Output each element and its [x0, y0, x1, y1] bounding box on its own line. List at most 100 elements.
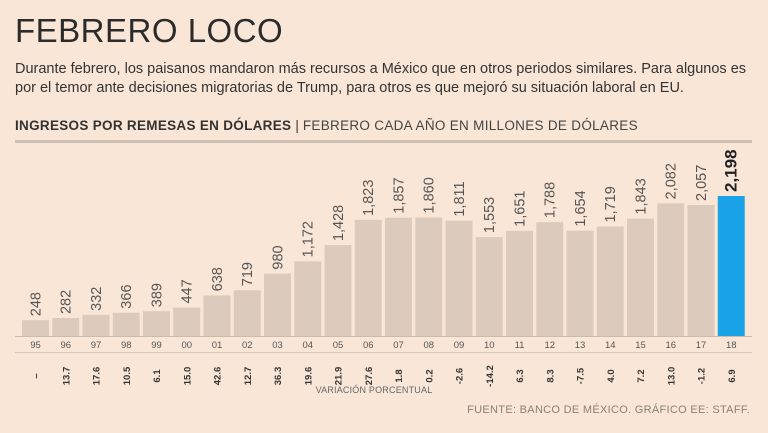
chart-header-title: INGRESOS POR REMESAS EN DÓLARES: [15, 118, 292, 133]
value-label-12: 1,788: [543, 182, 559, 218]
value-label-14: 1,719: [603, 186, 619, 222]
pct-change-caption: VARIACIÓN PORCENTUAL: [316, 385, 433, 395]
bar-06: [354, 219, 382, 336]
pct-change-label-02: 12.7: [243, 367, 254, 386]
bar-11: [506, 230, 533, 336]
bar-07: [385, 217, 412, 336]
category-label-16: 16: [665, 340, 676, 351]
category-label-01: 01: [212, 340, 223, 351]
value-label-13: 1,654: [573, 190, 589, 226]
chart-header: INGRESOS POR REMESAS EN DÓLARES | FEBRERO …: [15, 114, 752, 143]
pct-change-label-17: -1.2: [697, 368, 708, 384]
category-label-06: 06: [363, 340, 374, 351]
bar-09: [445, 220, 473, 336]
bar-13: [566, 230, 594, 336]
bar-12: [536, 222, 564, 336]
category-label-11: 11: [515, 340, 525, 351]
bar-02: [233, 290, 261, 336]
value-label-96: 282: [59, 290, 75, 314]
pct-change-label-06: 27.6: [364, 367, 375, 386]
pct-change-label-03: 36.3: [273, 367, 284, 386]
pct-change-label-96: 13.7: [61, 367, 72, 386]
pct-change-label-09: -2.6: [455, 368, 466, 384]
value-label-03: 980: [271, 245, 287, 269]
category-label-97: 97: [91, 340, 102, 351]
bar-99: [143, 311, 170, 336]
category-label-99: 99: [151, 340, 162, 351]
bar-01: [203, 295, 231, 336]
category-label-09: 09: [454, 340, 465, 351]
value-label-04: 1,172: [301, 221, 317, 257]
value-label-07: 1,857: [392, 177, 408, 213]
bar-98: [112, 312, 140, 336]
chart-header-separator: |: [295, 118, 299, 133]
value-label-99: 389: [150, 283, 166, 307]
pct-change-label-14: 4.0: [606, 369, 617, 382]
pct-change-label-10: -14.2: [485, 365, 496, 387]
bar-97: [82, 314, 110, 336]
bar-17: [687, 204, 715, 336]
category-label-17: 17: [696, 340, 707, 351]
category-label-13: 13: [575, 340, 586, 351]
category-label-98: 98: [121, 340, 132, 351]
pct-change-label-98: 10.5: [122, 366, 133, 385]
pct-change-label-97: 17.6: [92, 367, 103, 386]
pct-change-label-11: 6.3: [515, 369, 526, 382]
value-label-08: 1,860: [422, 177, 438, 213]
pct-change-label-16: 13.0: [666, 367, 677, 386]
bar-95: [22, 320, 49, 336]
pct-change-label-95: –: [31, 373, 42, 378]
bar-15: [627, 218, 654, 336]
category-label-04: 04: [302, 340, 313, 351]
pct-change-label-00: 15.0: [182, 367, 193, 386]
bar-16: [657, 203, 685, 336]
pct-change-label-01: 42.6: [213, 367, 224, 386]
value-label-97: 332: [89, 287, 105, 311]
bar-05: [324, 245, 352, 336]
pct-change-label-99: 6.1: [152, 369, 163, 383]
source-credit: FUENTE: BANCO DE MÉXICO. GRÁFICO EE: STA…: [467, 404, 750, 416]
bar-18: [717, 196, 745, 336]
chart-header-subtitle: FEBRERO CADA AÑO EN MILLONES DE DÓLARES: [302, 118, 638, 133]
bar-10: [475, 237, 503, 336]
category-label-02: 02: [242, 340, 253, 351]
value-label-01: 638: [210, 267, 226, 291]
value-label-09: 1,811: [452, 181, 468, 216]
bar-00: [173, 307, 201, 336]
value-label-02: 719: [240, 262, 256, 286]
category-label-14: 14: [605, 340, 616, 351]
value-label-17: 2,057: [694, 165, 710, 201]
page-title: FEBRERO LOCO: [15, 12, 284, 49]
bar-04: [294, 261, 322, 336]
category-label-96: 96: [60, 340, 71, 351]
category-label-18: 18: [726, 340, 737, 351]
bar-08: [415, 217, 443, 336]
pct-change-label-05: 21.9: [334, 367, 345, 386]
value-label-15: 1,843: [634, 178, 650, 214]
value-label-95: 248: [29, 292, 45, 316]
value-label-10: 1,553: [482, 197, 498, 233]
category-label-08: 08: [423, 340, 434, 351]
value-label-00: 447: [180, 279, 196, 303]
value-label-11: 1,651: [513, 191, 529, 227]
value-label-98: 366: [119, 284, 135, 308]
pct-change-label-18: 6.9: [727, 369, 738, 382]
pct-change-label-12: 8.3: [545, 369, 556, 382]
category-label-00: 00: [181, 340, 192, 351]
pct-change-label-07: 1.8: [394, 369, 405, 382]
category-label-05: 05: [333, 340, 344, 351]
value-label-16: 2,082: [664, 163, 680, 199]
category-label-12: 12: [544, 340, 555, 351]
category-label-10: 10: [484, 340, 495, 351]
category-label-15: 15: [635, 340, 646, 351]
bar-14: [596, 226, 624, 336]
pct-change-label-15: 7.2: [636, 369, 647, 382]
chart-description: Durante febrero, los paisanos mandaron m…: [15, 61, 747, 96]
bar-96: [52, 318, 80, 336]
category-label-03: 03: [272, 340, 283, 351]
value-label-18: 2,198: [721, 149, 740, 192]
category-label-95: 95: [30, 340, 41, 351]
pct-change-label-13: -7.5: [576, 367, 587, 384]
bar-03: [264, 273, 291, 336]
